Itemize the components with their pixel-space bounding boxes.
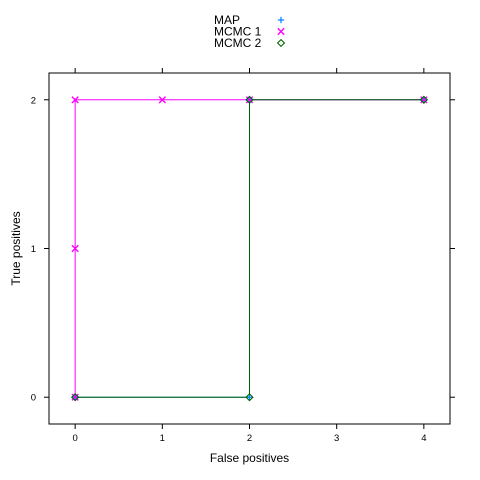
series-point-mcmc-2 <box>245 95 254 104</box>
x-axis-label: False positives <box>210 451 289 465</box>
x-tick-label: 0 <box>73 433 78 444</box>
y-tick-label: 1 <box>31 244 36 255</box>
legend-marker <box>276 38 286 48</box>
series-point-mcmc-2 <box>245 393 254 402</box>
x-tick-label: 1 <box>160 433 165 444</box>
series-point-mcmc-2 <box>70 393 80 402</box>
series-point-mcmc-1 <box>71 244 79 253</box>
y-axis-label: True positives <box>9 211 23 285</box>
series-point-mcmc-1 <box>158 96 167 104</box>
series-line-mcmc-2 <box>75 99 424 398</box>
series-point-mcmc-1 <box>420 96 428 104</box>
y-tick-label: 2 <box>31 95 36 106</box>
x-tick-label: 2 <box>247 433 252 444</box>
x-tick-label: 4 <box>421 433 426 444</box>
legend-label: MAP <box>214 13 240 27</box>
x-tick-label: 3 <box>334 433 339 444</box>
axis-ticks: 0 1 2 3 4 0 1 2 <box>31 68 455 444</box>
y-tick-label: 0 <box>31 393 36 404</box>
series-point-mcmc-1 <box>71 393 79 401</box>
legend-label: MCMC 2 <box>214 36 262 50</box>
series-point-mcmc-1 <box>71 96 79 104</box>
series-point-mcmc-2 <box>419 95 429 104</box>
series-point-mcmc-1 <box>245 96 254 104</box>
series-point-map <box>246 394 253 401</box>
series-layer <box>70 95 429 402</box>
legend-marker <box>277 16 285 24</box>
legend-marker <box>277 27 285 36</box>
legend-label: MCMC 1 <box>214 25 262 39</box>
